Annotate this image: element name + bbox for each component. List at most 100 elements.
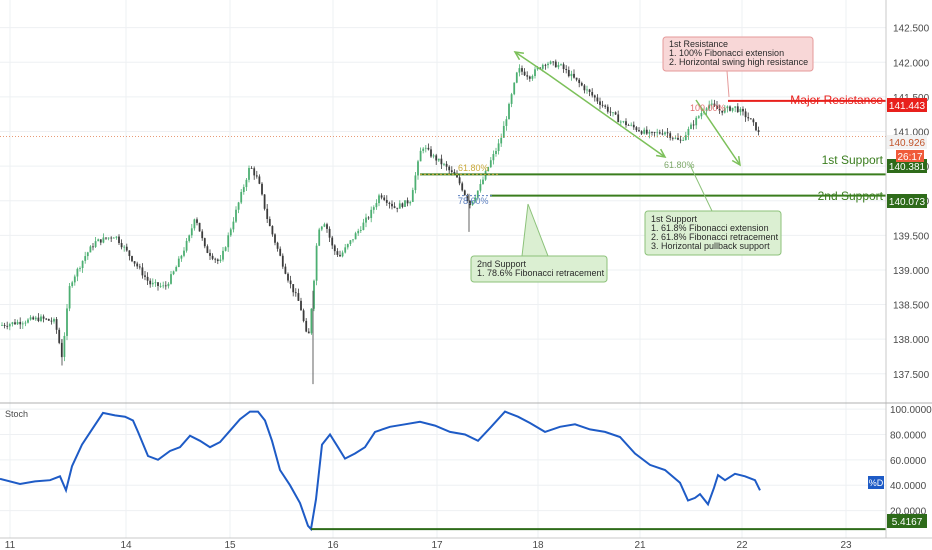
countdown-badge: 26:17 [896,150,924,163]
candle-body [27,319,29,323]
callout-support1-line4: 3. Horizontal pullback support [651,241,770,251]
candle-body [716,105,718,109]
indicator-tick-label: 20.0000 [890,507,927,518]
indicator-tick-label: 60.0000 [890,456,927,467]
candle-body [188,235,191,241]
candle-body [58,329,61,343]
candle-body [739,108,742,113]
candle-body [180,255,183,259]
candle-body [440,158,443,165]
candle-body [112,237,115,239]
candle-body [383,197,386,200]
candle-body [128,250,131,257]
candle-body [437,158,440,161]
x-tick-label: 16 [327,540,339,550]
y-tick-label: 138.500 [893,301,930,312]
candle-body [632,124,635,128]
candle-body [268,219,271,227]
candle-body [534,69,536,77]
candle-body [211,255,214,259]
candle-body [216,259,219,262]
candle-body [250,168,253,169]
candle-body [708,104,711,109]
candle-body [336,251,339,255]
candle-body [531,76,534,79]
candle-body [279,248,282,256]
first-support-label: 1st Support [822,153,884,167]
indicator-title: Stoch [5,409,28,419]
candle-body [164,285,167,287]
candle-body [66,308,68,336]
candle-body [105,237,107,239]
y-tick-label: 137.500 [893,370,930,381]
x-tick-labels: 11 14 15 16 17 18 21 22 23 [5,540,852,550]
candle-body [196,219,198,223]
candle-body [154,282,157,284]
x-tick-label: 22 [736,540,748,550]
candle-body [133,261,136,264]
candle-body [276,242,279,249]
y-tick-label: 142.500 [893,24,930,35]
candle-body [170,274,172,284]
candle-body [323,224,326,227]
candle-body [367,217,370,219]
candle-body [71,282,74,287]
candle-body [313,280,315,309]
fib-arrow-down [548,74,666,158]
candle-body [521,68,523,72]
candle-body [149,280,152,285]
svg-text:140.926: 140.926 [889,138,926,149]
x-tick-label: 11 [5,540,16,550]
candle-body [185,240,188,251]
candle-body [89,246,92,253]
candle-body [518,68,521,73]
candle-body [734,106,737,108]
candle-body [289,280,292,285]
x-tick-label: 21 [634,540,646,550]
price-series [1,59,760,385]
candle-body [612,112,614,114]
fib-label-100: 100.00% [690,103,726,113]
candle-body [749,118,752,120]
stoch-series [0,410,761,532]
fib-label-78-6: 78.60% [458,196,489,206]
candle-body [482,179,484,185]
candle-body [235,209,237,222]
candle-body [497,143,500,152]
candle-body [500,137,503,144]
candle-body [586,89,588,91]
candle-body [237,202,240,210]
candle-body [404,200,406,207]
candle-body [32,317,35,320]
support1-callout: 1st Support 1. 61.8% Fibonacci extension… [644,164,782,256]
candle-body [107,237,110,239]
x-tick-label: 23 [840,540,852,550]
candle-body [284,266,287,274]
candle-body [162,285,165,287]
candle-body [419,150,422,162]
candle-body [664,132,666,135]
candle-body [73,276,76,283]
candle-body [729,106,731,111]
x-tick-label: 18 [532,540,544,550]
candle-body [222,250,224,260]
candle-body [554,61,557,68]
candle-body [424,147,427,149]
candle-body [110,237,113,239]
x-tick-label: 15 [224,540,236,550]
candle-body [125,246,128,251]
second-support-badge: 140.073 [887,194,927,208]
candle-body [300,300,302,311]
candle-body [349,240,352,245]
candle-body [552,61,555,63]
indicator-tick-label: 40.0000 [890,481,927,492]
candle-body [146,276,149,281]
candle-body [388,202,391,204]
callout-support1-line2: 1. 61.8% Fibonacci extension [651,223,769,233]
candle-body [557,64,560,68]
candle-body [492,154,495,161]
candle-body [1,325,3,326]
candle-body [690,124,692,129]
candle-body [362,222,365,230]
